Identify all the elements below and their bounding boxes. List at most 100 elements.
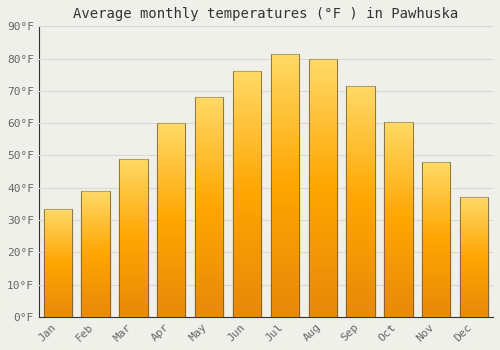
Bar — [195, 299, 224, 301]
Bar — [44, 233, 72, 235]
Bar — [460, 273, 488, 274]
Bar — [422, 188, 450, 190]
Bar — [44, 238, 72, 239]
Bar — [308, 116, 337, 118]
Bar — [195, 172, 224, 174]
Bar — [233, 216, 261, 219]
Bar — [384, 172, 412, 174]
Bar — [157, 203, 186, 204]
Bar — [195, 246, 224, 249]
Bar — [233, 268, 261, 270]
Bar — [233, 211, 261, 214]
Bar — [195, 277, 224, 280]
Bar — [460, 246, 488, 247]
Bar — [422, 165, 450, 167]
Bar — [82, 255, 110, 256]
Bar — [270, 141, 299, 143]
Bar — [119, 270, 148, 271]
Bar — [384, 182, 412, 184]
Bar — [195, 275, 224, 277]
Bar — [384, 168, 412, 170]
Bar — [422, 211, 450, 213]
Bar — [308, 229, 337, 232]
Bar — [308, 226, 337, 229]
Bar — [195, 168, 224, 170]
Bar — [422, 247, 450, 248]
Bar — [233, 111, 261, 113]
Bar — [119, 271, 148, 273]
Bar — [346, 176, 375, 178]
Bar — [119, 290, 148, 292]
Bar — [157, 195, 186, 197]
Bar — [157, 170, 186, 172]
Bar — [195, 306, 224, 308]
Bar — [384, 164, 412, 166]
Bar — [44, 272, 72, 274]
Bar — [119, 239, 148, 241]
Bar — [308, 188, 337, 190]
Bar — [384, 262, 412, 264]
Bar — [460, 292, 488, 293]
Bar — [44, 290, 72, 291]
Bar — [308, 131, 337, 133]
Bar — [119, 284, 148, 285]
Bar — [422, 294, 450, 295]
Bar — [195, 135, 224, 137]
Bar — [195, 126, 224, 128]
Bar — [44, 294, 72, 295]
Bar — [44, 284, 72, 286]
Bar — [233, 275, 261, 278]
Bar — [422, 196, 450, 197]
Bar — [82, 206, 110, 207]
Bar — [308, 139, 337, 141]
Bar — [233, 96, 261, 98]
Bar — [157, 185, 186, 187]
Bar — [233, 206, 261, 209]
Bar — [119, 165, 148, 167]
Bar — [82, 244, 110, 245]
Bar — [82, 243, 110, 244]
Bar — [346, 130, 375, 132]
Bar — [270, 251, 299, 254]
Bar — [233, 76, 261, 79]
Bar — [82, 297, 110, 298]
Bar — [422, 298, 450, 300]
Bar — [195, 156, 224, 159]
Bar — [157, 152, 186, 154]
Bar — [270, 230, 299, 233]
Bar — [157, 278, 186, 280]
Bar — [422, 216, 450, 218]
Bar — [308, 299, 337, 301]
Bar — [233, 150, 261, 153]
Bar — [82, 220, 110, 221]
Bar — [422, 221, 450, 222]
Bar — [233, 116, 261, 118]
Bar — [308, 195, 337, 198]
Bar — [460, 295, 488, 296]
Bar — [308, 242, 337, 245]
Bar — [270, 219, 299, 222]
Bar — [346, 141, 375, 144]
Bar — [195, 154, 224, 156]
Bar — [346, 303, 375, 305]
Bar — [422, 222, 450, 224]
Bar — [44, 255, 72, 256]
Bar — [44, 243, 72, 244]
Bar — [346, 229, 375, 231]
Bar — [460, 304, 488, 305]
Bar — [233, 106, 261, 108]
Bar — [346, 146, 375, 148]
Bar — [270, 59, 299, 62]
Bar — [308, 190, 337, 193]
Bar — [384, 245, 412, 246]
Bar — [119, 307, 148, 309]
Bar — [119, 211, 148, 212]
Bar — [422, 238, 450, 239]
Bar — [308, 105, 337, 108]
Bar — [384, 303, 412, 305]
Bar — [233, 135, 261, 138]
Bar — [82, 288, 110, 289]
Bar — [233, 162, 261, 165]
Bar — [460, 271, 488, 273]
Bar — [384, 194, 412, 196]
